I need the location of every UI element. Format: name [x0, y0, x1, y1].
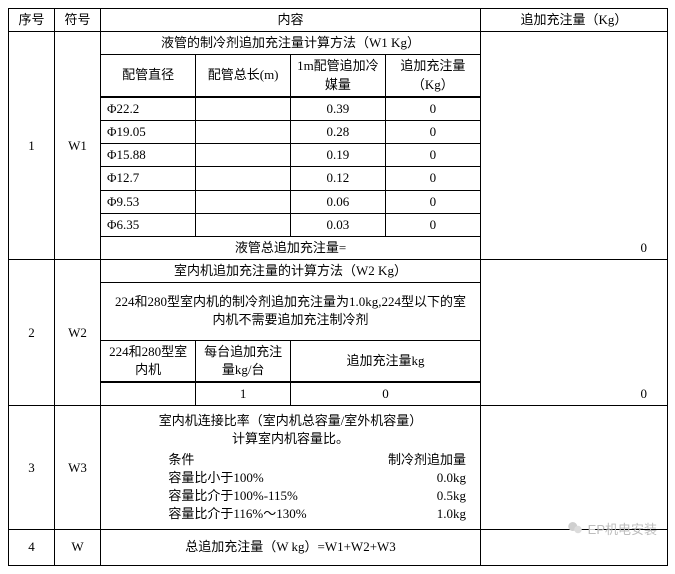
- header-row: 序号 符号 内容 追加充注量（Kg）: [9, 9, 668, 32]
- row1-extra-blank: [481, 32, 668, 237]
- r1-a4: 0: [385, 167, 480, 189]
- row2-title: 室内机追加充注量的计算方法（W2 Kg）: [101, 260, 481, 283]
- wechat-icon: [566, 519, 584, 537]
- r1-d4: Φ12.7: [101, 167, 196, 189]
- r1-d6: Φ6.35: [101, 214, 196, 236]
- r1-d5: Φ9.53: [101, 191, 196, 213]
- r3-c2b: 0.5kg: [350, 487, 476, 505]
- row3-extra: [481, 406, 668, 530]
- r1-d3: Φ15.88: [101, 144, 196, 166]
- th-content: 内容: [101, 9, 481, 32]
- main-table: 序号 符号 内容 追加充注量（Kg） 1 W1 液管的制冷剂追加充注量计算方法（…: [8, 8, 668, 566]
- r1-v2: 0.28: [291, 121, 386, 143]
- r3-c3b: 1.0kg: [350, 505, 476, 523]
- r1-a3: 0: [385, 144, 480, 166]
- r3-c2a: 容量比介于100%-115%: [164, 487, 350, 505]
- row3-cond-table: 条件制冷剂追加量 容量比小于100%0.0kg 容量比介于100%-115%0.…: [105, 451, 476, 524]
- r3-c1b: 0.0kg: [350, 469, 476, 487]
- r1-d2: Φ19.05: [101, 121, 196, 143]
- r3-h1: 条件: [164, 451, 350, 469]
- row3-content: 室内机连接比率（室内机总容量/室外机容量） 计算室内机容量比。 条件制冷剂追加量…: [101, 406, 481, 530]
- row2-desc: 224和280型室内机的制冷剂追加充注量为1.0kg,224型以下的室内机不需要…: [101, 283, 481, 340]
- row3-t1: 室内机连接比率（室内机总容量/室外机容量）: [105, 412, 476, 430]
- th-symbol: 符号: [55, 9, 101, 32]
- r2-th-type: 224和280型室内机: [101, 341, 196, 382]
- row1-sumval: 0: [481, 236, 668, 259]
- r1-a6: 0: [385, 214, 480, 236]
- r1-a5: 0: [385, 191, 480, 213]
- r1-d1: Φ22.2: [101, 98, 196, 120]
- row1-title-cell: 液管的制冷剂追加充注量计算方法（W1 Kg）: [101, 32, 481, 55]
- r1-v3: 0.19: [291, 144, 386, 166]
- row4-formula: 总追加充注量（W kg）=W1+W2+W3: [101, 530, 481, 565]
- th-extra: 追加充注量（Kg）: [481, 9, 668, 32]
- r2-th-per: 每台追加充注量kg/台: [196, 341, 291, 382]
- row1-sym: W1: [55, 32, 101, 260]
- row1-sumlabel: 液管总追加充注量=: [101, 236, 481, 259]
- row2-sym: W2: [55, 260, 101, 406]
- r1-th-dia: 配管直径: [101, 55, 196, 96]
- r1-v1: 0.39: [291, 98, 386, 120]
- row4-sym: W: [55, 530, 101, 565]
- row2-extra-blank: [481, 260, 668, 383]
- r3-h2: 制冷剂追加量: [350, 451, 476, 469]
- r3-c1a: 容量比小于100%: [164, 469, 350, 487]
- row2-seq: 2: [9, 260, 55, 406]
- r1-th-len: 配管总长(m): [196, 55, 291, 96]
- row3-t2: 计算室内机容量比。: [105, 430, 476, 448]
- row1-title: 1 W1 液管的制冷剂追加充注量计算方法（W1 Kg）: [9, 32, 668, 55]
- r2-per: 1: [196, 383, 291, 405]
- r1-v4: 0.12: [291, 167, 386, 189]
- r1-v6: 0.03: [291, 214, 386, 236]
- row1-seq: 1: [9, 32, 55, 260]
- row3-sym: W3: [55, 406, 101, 530]
- r2-type-blank: [101, 383, 196, 405]
- page-wrapper: 序号 符号 内容 追加充注量（Kg） 1 W1 液管的制冷剂追加充注量计算方法（…: [8, 8, 667, 566]
- r2-add: 0: [291, 383, 481, 405]
- row1-subheader: 配管直径 配管总长(m) 1m配管追加冷媒量 追加充注量（Kg）: [101, 55, 480, 96]
- row4-seq: 4: [9, 530, 55, 565]
- row3-seq: 3: [9, 406, 55, 530]
- row2-sumval: 0: [481, 383, 668, 406]
- th-seq: 序号: [9, 9, 55, 32]
- r1-th-add: 追加充注量（Kg）: [385, 55, 480, 96]
- r2-th-add: 追加充注量kg: [291, 341, 481, 382]
- r1-a2: 0: [385, 121, 480, 143]
- row2-subheader: 224和280型室内机 每台追加充注量kg/台 追加充注量kg: [101, 341, 480, 382]
- r1-v5: 0.06: [291, 191, 386, 213]
- r1-l1: [196, 98, 291, 120]
- r3-c3a: 容量比介于116%～130%: [164, 505, 350, 523]
- r1-th-1m: 1m配管追加冷媒量: [291, 55, 386, 96]
- r1-a1: 0: [385, 98, 480, 120]
